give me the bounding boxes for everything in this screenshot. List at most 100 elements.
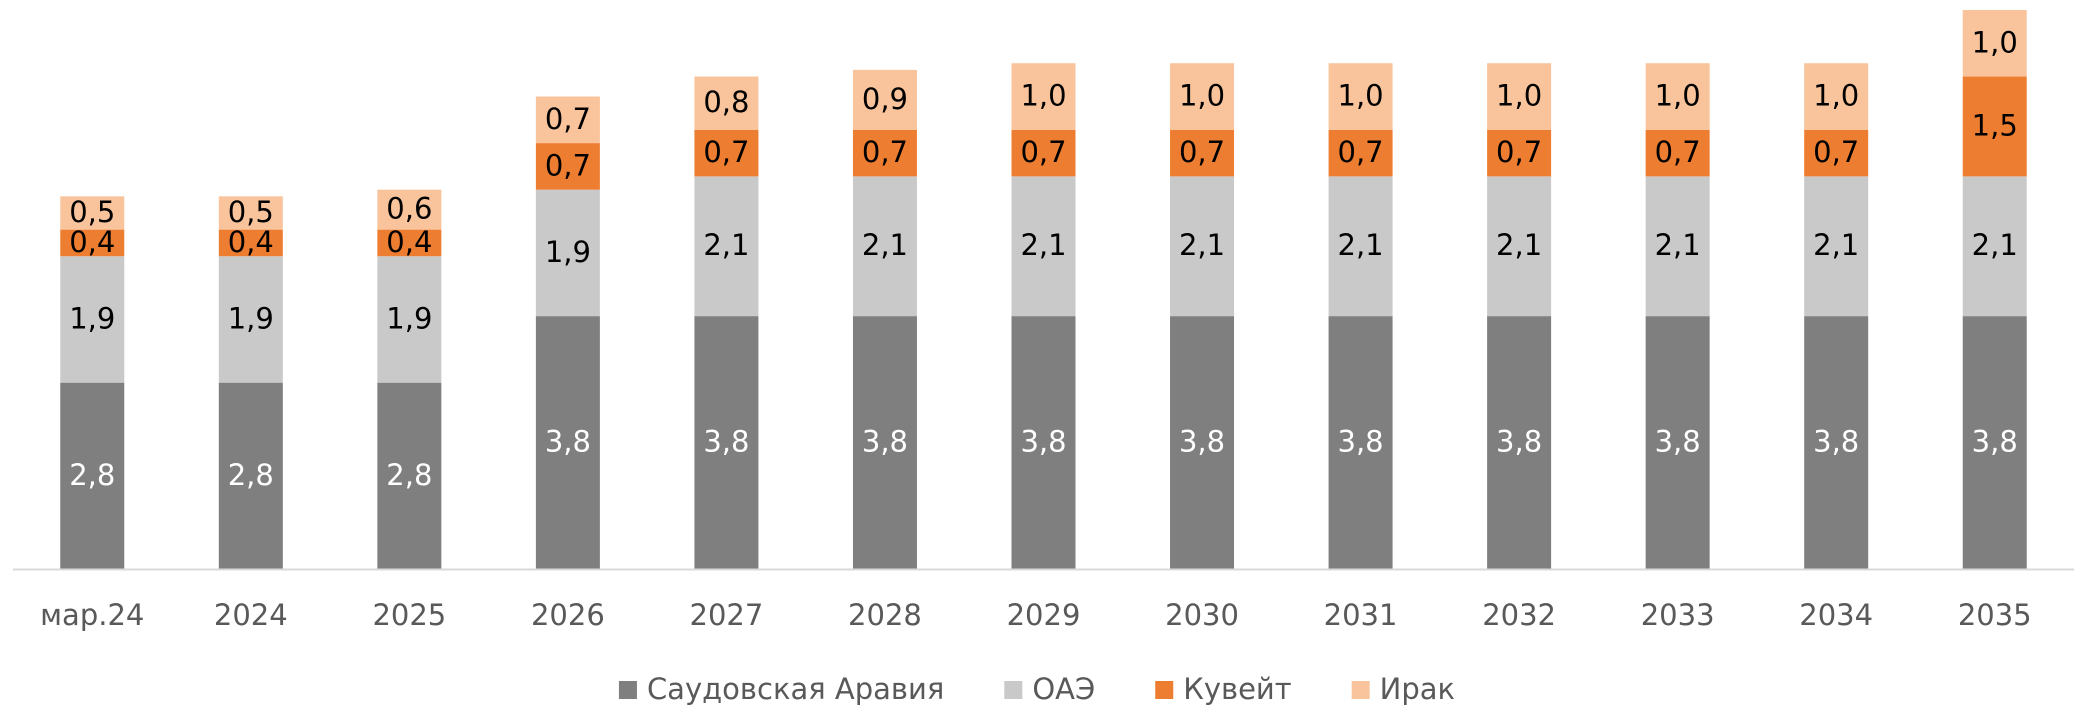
data-label: 0,7 [703, 135, 749, 169]
legend-swatch [1004, 681, 1023, 699]
data-label: 0,7 [1813, 135, 1859, 169]
bar-segment [218, 229, 283, 257]
bar-segment [1645, 129, 1710, 177]
bar-segment [377, 256, 442, 383]
x-tick-label: мар.24 [40, 598, 144, 632]
bar-segment [1328, 176, 1393, 317]
data-label: 2,8 [69, 458, 115, 492]
x-tick-label: 2026 [531, 598, 605, 632]
bar-segment [852, 176, 917, 317]
x-tick-label: 2025 [372, 598, 446, 632]
bar-segment [1011, 63, 1076, 130]
bar-segment [852, 69, 917, 130]
bar-segment [1487, 176, 1552, 317]
bar-segment [1487, 316, 1552, 569]
legend-label: Саудовская Аравия [647, 672, 944, 706]
bar-segment [1328, 63, 1393, 130]
data-label: 0,6 [386, 192, 432, 226]
data-label: 3,8 [1496, 425, 1542, 459]
data-label: 0,9 [862, 82, 908, 116]
bar-segment [1328, 129, 1393, 177]
x-tick-label: 2031 [1324, 598, 1398, 632]
data-label: 1,0 [1179, 79, 1225, 113]
data-label: 0,4 [69, 225, 115, 259]
data-label: 1,0 [1020, 79, 1066, 113]
bar-segment [60, 382, 125, 569]
bar-segment [1962, 76, 2027, 177]
data-label: 0,8 [703, 85, 749, 119]
bar-segment [1645, 176, 1710, 317]
data-label: 2,1 [1179, 228, 1225, 262]
data-label: 3,8 [862, 425, 908, 459]
data-label: 0,7 [1020, 135, 1066, 169]
data-label: 1,9 [545, 235, 591, 269]
bar-segment [852, 316, 917, 569]
data-label: 3,8 [1338, 425, 1384, 459]
x-tick-label: 2029 [1007, 598, 1081, 632]
data-label: 2,8 [386, 458, 432, 492]
data-label: 2,8 [228, 458, 274, 492]
bar-segment [1962, 176, 2027, 317]
data-label: 0,4 [386, 225, 432, 259]
bar-segment [694, 76, 759, 130]
bar-segment [1011, 129, 1076, 177]
bar-segment [1962, 10, 2027, 77]
bar-segment [1804, 176, 1869, 317]
bar-segment [1011, 176, 1076, 317]
legend-swatch [1155, 681, 1174, 699]
data-label: 2,1 [1972, 228, 2018, 262]
x-tick-label: 2024 [214, 598, 288, 632]
data-label: 1,0 [1655, 79, 1701, 113]
bar-segment [1962, 316, 2027, 569]
data-label: 2,1 [862, 228, 908, 262]
bar-segment [1804, 316, 1869, 569]
data-label: 0,7 [1496, 135, 1542, 169]
data-label: 3,8 [1655, 425, 1701, 459]
data-label: 0,7 [1338, 135, 1384, 169]
x-tick-label: 2035 [1958, 598, 2032, 632]
bar-segment [60, 256, 125, 383]
bar-segment [218, 196, 283, 230]
bar-segment [1645, 316, 1710, 569]
legend-swatch [1351, 681, 1370, 699]
bar-segment [1804, 63, 1869, 130]
data-label: 0,7 [545, 102, 591, 136]
data-label: 1,0 [1338, 79, 1384, 113]
data-label: 2,1 [703, 228, 749, 262]
bar-segment [535, 96, 600, 144]
legend-label: Ирак [1380, 672, 1455, 706]
bar-segment [377, 382, 442, 569]
data-label: 0,5 [228, 195, 274, 229]
bar-segment [1645, 63, 1710, 130]
bar-segment [694, 176, 759, 317]
bar-segment [1487, 129, 1552, 177]
data-label: 3,8 [703, 425, 749, 459]
x-tick-label: 2030 [1165, 598, 1239, 632]
x-tick-label: 2032 [1482, 598, 1556, 632]
bar-segment [218, 382, 283, 569]
bar-segment [1170, 316, 1235, 569]
bar-segment [694, 316, 759, 569]
bar-segment [852, 129, 917, 177]
data-label: 0,4 [228, 225, 274, 259]
x-tick-label: 2034 [1799, 598, 1873, 632]
legend-label: Кувейт [1183, 672, 1292, 706]
data-label: 0,7 [1179, 135, 1225, 169]
data-label: 3,8 [1020, 425, 1066, 459]
bar-segment [1170, 129, 1235, 177]
bar-segment [1011, 316, 1076, 569]
bar-segment [535, 143, 600, 190]
bar-segment [377, 229, 442, 257]
bar-segment [535, 316, 600, 569]
data-label: 1,0 [1972, 25, 2018, 59]
legend-label: ОАЭ [1032, 672, 1095, 706]
data-label: 2,1 [1813, 228, 1859, 262]
data-label: 2,1 [1338, 228, 1384, 262]
data-label: 3,8 [1972, 425, 2018, 459]
data-label: 0,7 [545, 148, 591, 182]
data-label: 0,7 [862, 135, 908, 169]
bar-segment [535, 189, 600, 317]
x-tick-label: 2028 [848, 598, 922, 632]
bar-segment [218, 256, 283, 383]
